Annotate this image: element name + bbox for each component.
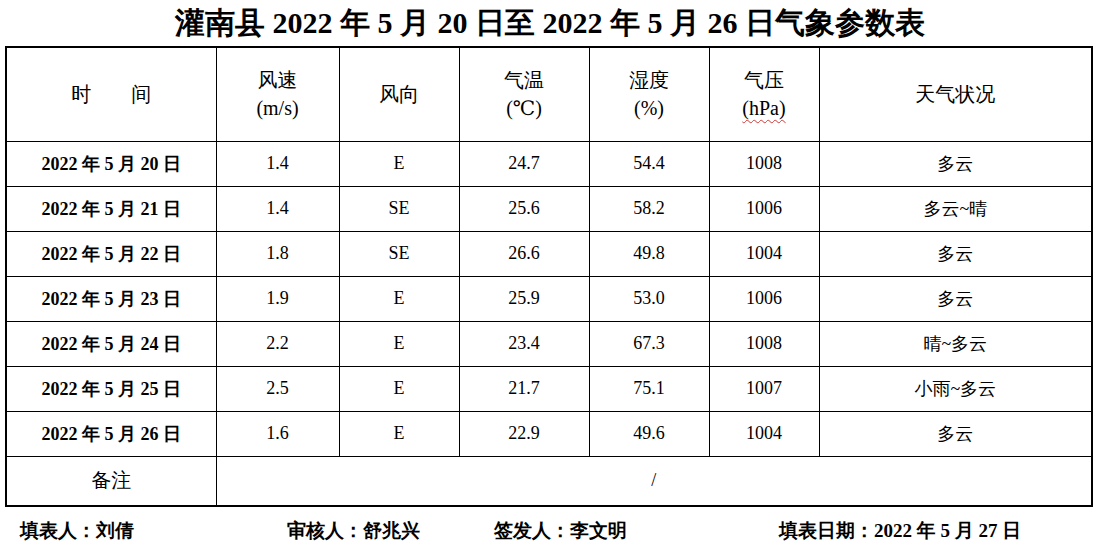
footer-issuer: 签发人：李文明 — [494, 518, 627, 544]
temperature-cell: 21.7 — [459, 366, 589, 411]
table-row: 2022 年 5 月 24 日 2.2 E 23.4 67.3 1008 晴~多… — [6, 321, 1092, 366]
date-cell: 2022 年 5 月 22 日 — [6, 231, 216, 276]
pressure-cell: 1008 — [709, 141, 819, 186]
humidity-cell: 49.8 — [589, 231, 709, 276]
col-header-wind-speed-unit: (m/s) — [217, 94, 339, 122]
wind-speed-cell: 1.4 — [216, 141, 339, 186]
col-header-pressure-label: 气压 — [710, 66, 819, 94]
pressure-cell: 1004 — [709, 231, 819, 276]
remark-value: / — [216, 456, 1092, 506]
table-row: 2022 年 5 月 25 日 2.5 E 21.7 75.1 1007 小雨~… — [6, 366, 1092, 411]
col-header-time-label: 时 间 — [7, 80, 216, 108]
date-cell: 2022 年 5 月 21 日 — [6, 186, 216, 231]
col-header-humidity: 湿度 (%) — [589, 47, 709, 141]
wind-direction-cell: E — [339, 411, 459, 456]
wind-speed-cell: 2.2 — [216, 321, 339, 366]
temperature-cell: 26.6 — [459, 231, 589, 276]
remark-label: 备注 — [6, 456, 216, 506]
temperature-cell: 25.6 — [459, 186, 589, 231]
wind-direction-cell: E — [339, 366, 459, 411]
weather-cell: 晴~多云 — [819, 321, 1092, 366]
col-header-wind-direction-label: 风向 — [340, 80, 459, 108]
table-row: 2022 年 5 月 21 日 1.4 SE 25.6 58.2 1006 多云… — [6, 186, 1092, 231]
wind-direction-cell: E — [339, 276, 459, 321]
table-row: 2022 年 5 月 20 日 1.4 E 24.7 54.4 1008 多云 — [6, 141, 1092, 186]
wind-direction-cell: SE — [339, 186, 459, 231]
weather-cell: 小雨~多云 — [819, 366, 1092, 411]
wind-speed-cell: 1.4 — [216, 186, 339, 231]
wind-direction-cell: SE — [339, 231, 459, 276]
wind-direction-cell: E — [339, 141, 459, 186]
date-cell: 2022 年 5 月 20 日 — [6, 141, 216, 186]
date-cell: 2022 年 5 月 23 日 — [6, 276, 216, 321]
col-header-humidity-label: 湿度 — [590, 66, 709, 94]
table-row: 2022 年 5 月 26 日 1.6 E 22.9 49.6 1004 多云 — [6, 411, 1092, 456]
pressure-cell: 1008 — [709, 321, 819, 366]
col-header-temperature-label: 气温 — [460, 66, 589, 94]
temperature-cell: 23.4 — [459, 321, 589, 366]
col-header-temperature-unit: (℃) — [460, 94, 589, 122]
weather-cell: 多云 — [819, 276, 1092, 321]
date-cell: 2022 年 5 月 25 日 — [6, 366, 216, 411]
weather-cell: 多云 — [819, 411, 1092, 456]
table-row: 2022 年 5 月 22 日 1.8 SE 26.6 49.8 1004 多云 — [6, 231, 1092, 276]
remark-row: 备注 / — [6, 456, 1092, 506]
temperature-cell: 22.9 — [459, 411, 589, 456]
date-cell: 2022 年 5 月 26 日 — [6, 411, 216, 456]
footer-reviewer: 审核人：舒兆兴 — [287, 518, 420, 544]
col-header-wind-direction: 风向 — [339, 47, 459, 141]
document-title: 灌南县 2022 年 5 月 20 日至 2022 年 5 月 26 日气象参数… — [0, 0, 1100, 46]
wind-speed-cell: 2.5 — [216, 366, 339, 411]
col-header-wind-speed-label: 风速 — [217, 66, 339, 94]
wind-speed-cell: 1.9 — [216, 276, 339, 321]
humidity-cell: 53.0 — [589, 276, 709, 321]
weather-cell: 多云 — [819, 231, 1092, 276]
table-row: 2022 年 5 月 23 日 1.9 E 25.9 53.0 1006 多云 — [6, 276, 1092, 321]
pressure-cell: 1006 — [709, 276, 819, 321]
table-header-row: 时 间 风速 (m/s) 风向 气温 (℃) 湿度 (%) — [6, 47, 1092, 141]
temperature-cell: 25.9 — [459, 276, 589, 321]
col-header-temperature: 气温 (℃) — [459, 47, 589, 141]
pressure-cell: 1007 — [709, 366, 819, 411]
humidity-cell: 49.6 — [589, 411, 709, 456]
col-header-weather-label: 天气状况 — [820, 80, 1092, 108]
col-header-pressure-unit: (hPa) — [710, 94, 819, 122]
weather-table: 时 间 风速 (m/s) 风向 气温 (℃) 湿度 (%) — [5, 46, 1093, 507]
weather-cell: 多云 — [819, 141, 1092, 186]
humidity-cell: 67.3 — [589, 321, 709, 366]
wind-speed-cell: 1.8 — [216, 231, 339, 276]
date-cell: 2022 年 5 月 24 日 — [6, 321, 216, 366]
pressure-cell: 1004 — [709, 411, 819, 456]
col-header-pressure: 气压 (hPa) — [709, 47, 819, 141]
col-header-time: 时 间 — [6, 47, 216, 141]
temperature-cell: 24.7 — [459, 141, 589, 186]
wind-direction-cell: E — [339, 321, 459, 366]
document-page: 灌南县 2022 年 5 月 20 日至 2022 年 5 月 26 日气象参数… — [0, 0, 1100, 551]
wind-speed-cell: 1.6 — [216, 411, 339, 456]
col-header-wind-speed: 风速 (m/s) — [216, 47, 339, 141]
pressure-cell: 1006 — [709, 186, 819, 231]
col-header-humidity-unit: (%) — [590, 94, 709, 122]
weather-cell: 多云~晴 — [819, 186, 1092, 231]
footer: 填表人：刘倩 审核人：舒兆兴 签发人：李文明 填表日期：2022 年 5 月 2… — [0, 516, 1100, 548]
footer-preparer: 填表人：刘倩 — [20, 518, 134, 544]
humidity-cell: 58.2 — [589, 186, 709, 231]
footer-fill-date: 填表日期：2022 年 5 月 27 日 — [779, 518, 1021, 544]
humidity-cell: 75.1 — [589, 366, 709, 411]
humidity-cell: 54.4 — [589, 141, 709, 186]
col-header-weather: 天气状况 — [819, 47, 1092, 141]
